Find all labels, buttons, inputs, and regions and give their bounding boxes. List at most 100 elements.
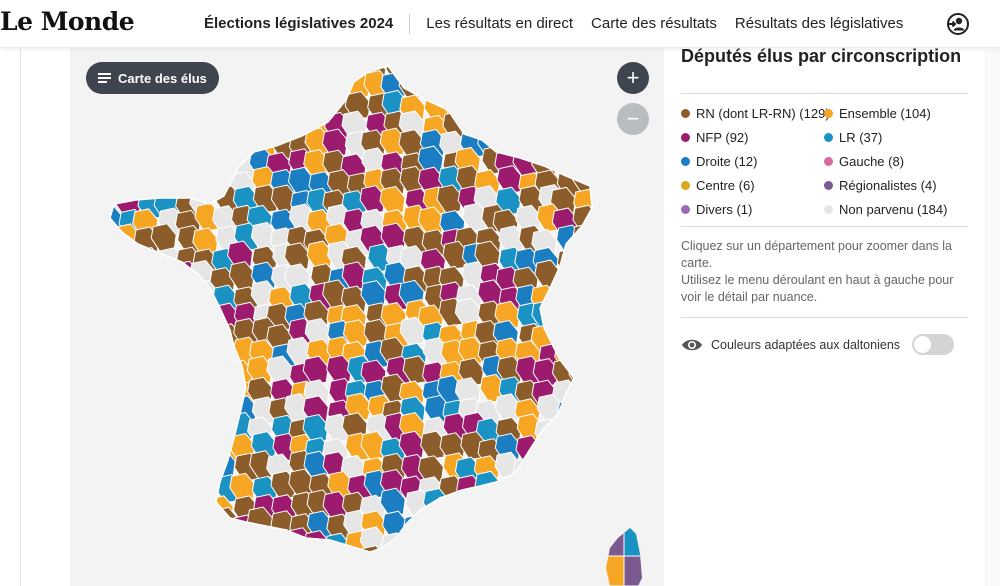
constituency-shape[interactable] (264, 551, 291, 581)
constituency-shape[interactable] (177, 415, 204, 445)
constituency-shape[interactable] (551, 69, 578, 99)
constituency-shape[interactable] (95, 167, 121, 197)
constituency-shape[interactable] (270, 113, 297, 143)
constituency-shape[interactable] (99, 528, 125, 557)
constituency-shape[interactable] (157, 416, 184, 446)
constituency-shape[interactable] (156, 435, 183, 465)
constituency-shape[interactable] (379, 487, 406, 517)
constituency-shape[interactable] (386, 546, 413, 575)
constituency-shape[interactable] (570, 282, 596, 312)
constituency-shape[interactable] (571, 72, 598, 102)
constituency-shape[interactable] (556, 526, 583, 555)
constituency-shape[interactable] (481, 54, 508, 83)
constituency-shape[interactable] (554, 452, 581, 482)
constituency-shape[interactable] (176, 397, 203, 427)
constituency-shape[interactable] (498, 74, 525, 104)
constituency-shape[interactable] (288, 53, 315, 82)
constituency-shape[interactable] (155, 134, 182, 164)
constituency-shape[interactable] (115, 339, 142, 369)
constituency-shape[interactable] (594, 414, 619, 442)
constituency-shape[interactable] (118, 298, 145, 328)
constituency-shape[interactable] (112, 242, 139, 272)
constituency-shape[interactable] (420, 549, 447, 578)
page-scrollbar[interactable] (985, 48, 1000, 586)
constituency-shape[interactable] (473, 513, 500, 543)
constituency-shape[interactable] (462, 512, 489, 542)
constituency-shape[interactable] (251, 531, 278, 560)
constituency-shape[interactable] (101, 490, 127, 520)
constituency-shape[interactable] (436, 494, 463, 524)
constituency-shape[interactable] (518, 473, 545, 503)
constituency-shape[interactable] (573, 490, 599, 520)
constituency-shape[interactable] (399, 546, 426, 575)
constituency-shape[interactable] (593, 170, 618, 198)
constituency-shape[interactable] (341, 547, 368, 576)
constituency-shape[interactable] (190, 357, 217, 387)
constituency-shape[interactable] (112, 131, 139, 161)
constituency-shape[interactable] (556, 433, 583, 463)
constituency-shape[interactable] (440, 529, 467, 558)
constituency-shape[interactable] (98, 226, 124, 256)
constituency-shape[interactable] (283, 91, 310, 121)
constituency-shape[interactable] (303, 69, 330, 99)
constituency-shape[interactable] (211, 398, 238, 428)
constituency-shape[interactable] (154, 394, 181, 424)
constituency-shape[interactable] (552, 419, 579, 449)
constituency-shape[interactable] (536, 92, 563, 122)
constituency-shape[interactable] (436, 73, 463, 103)
constituency-shape[interactable] (176, 468, 203, 498)
constituency-shape[interactable] (556, 89, 583, 119)
constituency-shape[interactable] (594, 56, 619, 84)
constituency-shape[interactable] (114, 374, 141, 404)
constituency-shape[interactable] (475, 528, 502, 557)
constituency-shape[interactable] (98, 266, 124, 296)
constituency-shape[interactable] (133, 528, 160, 557)
constituency-shape[interactable] (97, 455, 123, 485)
login-user-icon[interactable] (945, 11, 971, 37)
constituency-shape[interactable] (95, 397, 121, 427)
constituency-shape[interactable] (454, 75, 481, 105)
constituency-shape[interactable] (457, 56, 484, 85)
constituency-shape[interactable] (188, 453, 215, 483)
constituency-shape[interactable] (588, 297, 614, 327)
constituency-shape[interactable] (321, 128, 348, 158)
constituency-shape[interactable] (402, 54, 429, 83)
constituency-shape[interactable] (588, 266, 614, 296)
constituency-shape[interactable] (96, 335, 122, 366)
constituency-shape[interactable] (463, 553, 488, 581)
constituency-shape[interactable] (150, 302, 177, 332)
constituency-shape[interactable] (139, 171, 166, 201)
constituency-shape[interactable] (227, 240, 254, 270)
constituency-shape[interactable] (326, 354, 353, 384)
constituency-shape[interactable] (574, 127, 600, 157)
constituency-shape[interactable] (118, 148, 145, 178)
constituency-shape[interactable] (531, 451, 558, 481)
constituency-shape[interactable] (379, 127, 406, 157)
constituency-shape[interactable] (95, 413, 121, 443)
constituency-shape[interactable] (557, 549, 584, 578)
colorblind-toggle-switch[interactable] (912, 334, 955, 355)
constituency-shape[interactable] (194, 321, 221, 351)
constituency-shape[interactable] (588, 94, 614, 124)
constituency-shape[interactable] (131, 264, 158, 294)
constituency-shape[interactable] (190, 166, 217, 197)
constituency-shape[interactable] (518, 526, 545, 555)
constituency-shape[interactable] (556, 319, 583, 349)
constituency-shape[interactable] (498, 527, 525, 556)
constituency-shape[interactable] (420, 430, 447, 460)
constituency-shape[interactable] (233, 71, 260, 101)
constituency-shape[interactable] (95, 468, 121, 498)
constituency-shape[interactable] (176, 317, 203, 348)
constituency-shape[interactable] (139, 322, 166, 352)
constituency-shape[interactable] (573, 259, 599, 290)
constituency-shape[interactable] (515, 514, 542, 544)
constituency-shape[interactable] (439, 52, 466, 81)
constituency-shape[interactable] (234, 532, 261, 561)
constituency-shape[interactable] (196, 151, 223, 181)
constituency-shape[interactable] (551, 109, 578, 139)
constituency-shape[interactable] (531, 69, 558, 100)
constituency-shape[interactable] (153, 492, 181, 522)
constituency-shape[interactable] (492, 510, 519, 540)
constituency-shape[interactable] (534, 418, 561, 448)
constituency-shape[interactable] (514, 549, 541, 578)
